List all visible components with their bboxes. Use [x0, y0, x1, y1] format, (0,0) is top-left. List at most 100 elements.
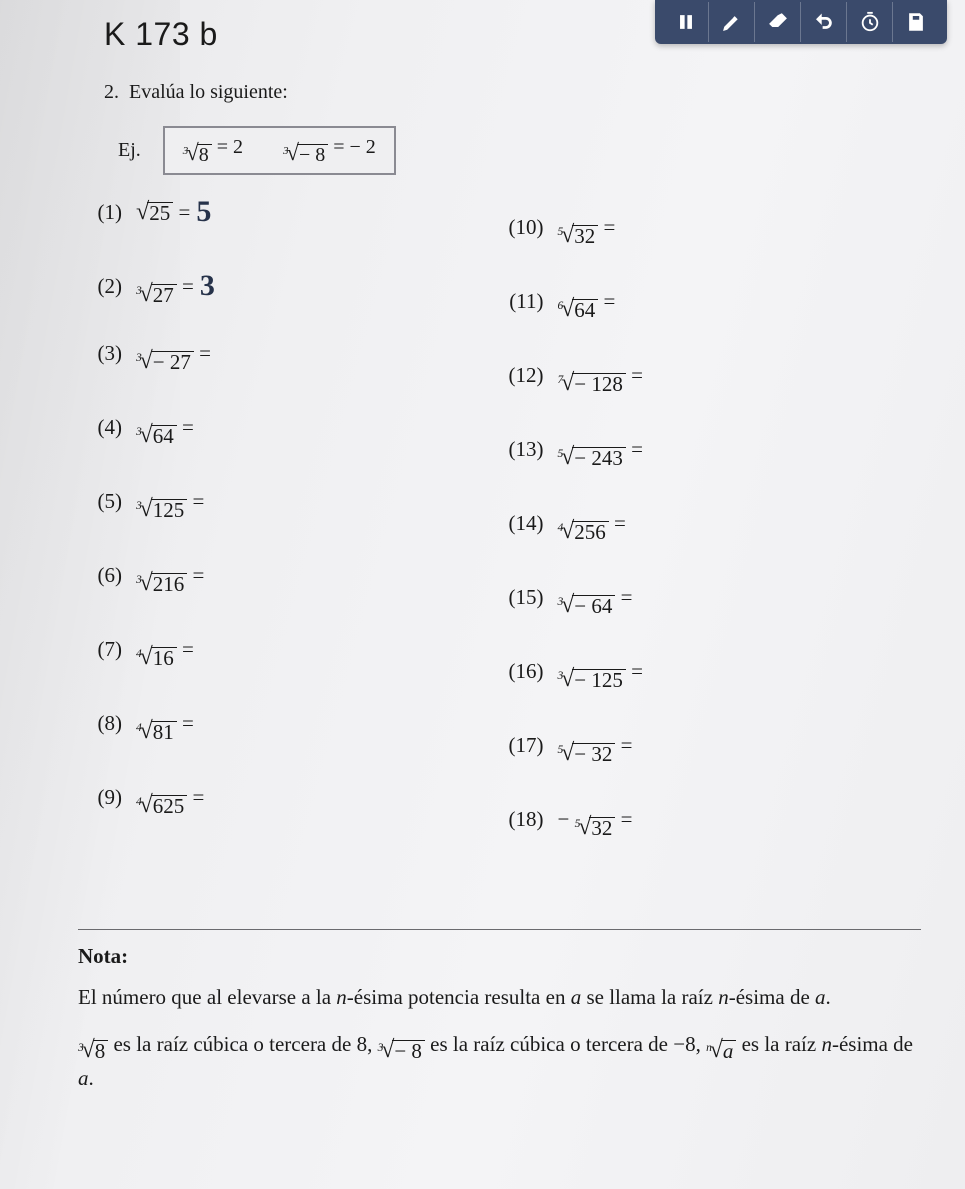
- equals: =: [626, 437, 643, 461]
- root-index: 4: [558, 522, 564, 534]
- problem-number: (5): [78, 489, 136, 514]
- equals: =: [173, 200, 190, 224]
- radicand: − 64: [572, 595, 615, 617]
- problem-expression: − 5√32 =: [558, 807, 633, 839]
- problem-item: (1)√25 =5: [78, 193, 500, 267]
- problem-number: (10): [500, 215, 558, 240]
- equals: =: [194, 341, 211, 365]
- problem-number: (17): [500, 733, 558, 758]
- problem-number: (2): [78, 274, 136, 299]
- radicand: − 243: [572, 447, 626, 469]
- radicand: 64: [151, 425, 177, 447]
- radical: 3√− 64: [558, 595, 616, 617]
- example-2: 3√− 8 = − 2: [283, 136, 376, 165]
- radicand: 32: [572, 225, 598, 247]
- problem-expression: 3√− 125 =: [558, 659, 643, 691]
- problem-item: (8)4√81 =: [78, 711, 500, 785]
- left-column: (1)√25 =5(2)3√27 =3(3)3√− 27 =(4)3√64 =(…: [78, 193, 500, 881]
- radicand: 256: [572, 521, 609, 543]
- problem-item: (11)6√64 =: [500, 289, 922, 363]
- equals: =: [615, 733, 632, 757]
- root-index: 3: [136, 574, 142, 586]
- radical: 4√625: [136, 795, 187, 817]
- problem-expression: 3√− 27 =: [136, 341, 211, 373]
- example-label: Ej.: [118, 139, 141, 162]
- problem-number: (4): [78, 415, 136, 440]
- problem-expression: 4√625 =: [136, 785, 204, 817]
- instruction-text: Evalúa lo siguiente:: [129, 81, 288, 103]
- problems: (1)√25 =5(2)3√27 =3(3)3√− 27 =(4)3√64 =(…: [78, 193, 921, 881]
- problem-expression: 5√− 243 =: [558, 437, 643, 469]
- problem-number: (15): [500, 585, 558, 610]
- problem-item: (14)4√256 =: [500, 511, 922, 585]
- radicand: − 27: [151, 351, 194, 373]
- radicand: 27: [151, 284, 177, 306]
- root-index: 6: [558, 300, 564, 312]
- root-index: 4: [136, 722, 142, 734]
- problem-item: (3)3√− 27 =: [78, 341, 500, 415]
- root-index: 3: [136, 500, 142, 512]
- problem-item: (2)3√27 =3: [78, 267, 500, 341]
- radical: 4√81: [136, 721, 177, 743]
- root-index: 3: [136, 426, 142, 438]
- problem-expression: 7√− 128 =: [558, 363, 643, 395]
- root-index: 3: [558, 596, 564, 608]
- nota-p1: El número que al elevarse a la n-ésima p…: [78, 981, 921, 1014]
- equals: =: [177, 637, 194, 661]
- problem-number: (13): [500, 437, 558, 462]
- equals: =: [177, 711, 194, 735]
- problem-item: (12)7√− 128 =: [500, 363, 922, 437]
- equals: =: [598, 215, 615, 239]
- equals: =: [598, 289, 615, 313]
- problem-number: (14): [500, 511, 558, 536]
- problem-expression: √25 =5: [136, 193, 211, 227]
- problem-item: (4)3√64 =: [78, 415, 500, 489]
- problem-expression: 4√81 =: [136, 711, 194, 743]
- problem-number: (9): [78, 785, 136, 810]
- root-index: 3: [136, 352, 142, 364]
- radical: 3√216: [136, 573, 187, 595]
- problem-item: (6)3√216 =: [78, 563, 500, 637]
- worksheet-page: K 173 b 2. Evalúa lo siguiente: Ej. 3√8 …: [78, 10, 921, 1189]
- equals: =: [187, 489, 204, 513]
- root-index: 5: [558, 744, 564, 756]
- root-index: 5: [558, 448, 564, 460]
- radicand: − 125: [572, 669, 626, 691]
- radicand: 16: [151, 647, 177, 669]
- radicand: 25: [147, 202, 173, 224]
- nota-title: Nota:: [78, 944, 921, 969]
- radical: 5√− 243: [558, 447, 626, 469]
- radical: 6√64: [558, 299, 599, 321]
- problem-item: (10)5√32 =: [500, 215, 922, 289]
- problem-expression: 3√125 =: [136, 489, 204, 521]
- page-title: K 173 b: [104, 16, 921, 53]
- root-index: 7: [558, 374, 564, 386]
- problem-expression: 3√27 =3: [136, 267, 215, 306]
- root-index: 3: [558, 670, 564, 682]
- equals: =: [626, 659, 643, 683]
- problem-expression: 5√− 32 =: [558, 733, 633, 765]
- radicand: 32: [589, 817, 615, 839]
- handwritten-answer: 5: [196, 195, 211, 228]
- radical: √25: [136, 202, 173, 224]
- right-column: (10)5√32 =(11)6√64 =(12)7√− 128 =(13)5√−…: [500, 215, 922, 881]
- problem-expression: 3√64 =: [136, 415, 194, 447]
- problem-item: (13)5√− 243 =: [500, 437, 922, 511]
- equals: =: [626, 363, 643, 387]
- equals: =: [177, 415, 194, 439]
- problem-item: (9)4√625 =: [78, 785, 500, 859]
- prefix-sign: −: [558, 807, 575, 831]
- instruction: 2. Evalúa lo siguiente:: [104, 81, 921, 104]
- problem-number: (12): [500, 363, 558, 388]
- example-box: 3√8 = 2 3√− 8 = − 2: [163, 126, 396, 175]
- radical: 3√125: [136, 499, 187, 521]
- problem-expression: 5√32 =: [558, 215, 616, 247]
- radical: 3√− 27: [136, 351, 194, 373]
- divider: [78, 929, 921, 930]
- problem-item: (15)3√− 64 =: [500, 585, 922, 659]
- example-row: Ej. 3√8 = 2 3√− 8 = − 2: [118, 126, 921, 175]
- equals: =: [609, 511, 626, 535]
- nota-p2: 3√8 es la raíz cúbica o tercera de 8, 3√…: [78, 1028, 921, 1095]
- problem-number: (6): [78, 563, 136, 588]
- problem-number: (16): [500, 659, 558, 684]
